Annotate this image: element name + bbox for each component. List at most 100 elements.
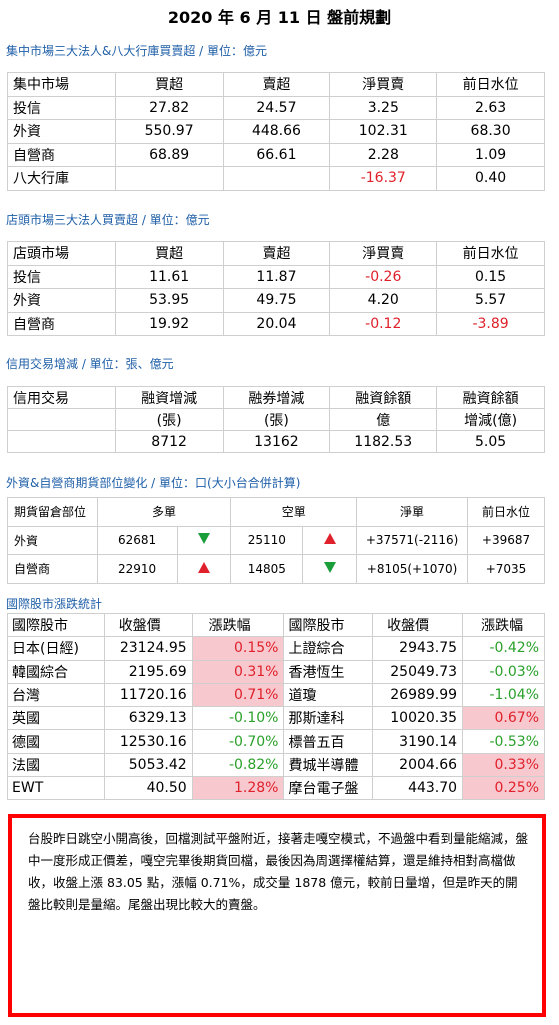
header-cell: 淨單 xyxy=(356,497,469,527)
market-name: EWT xyxy=(7,776,105,801)
change-pct: -0.10% xyxy=(191,706,285,731)
header-cell: 國際股市 xyxy=(7,612,105,638)
cell: 68.89 xyxy=(114,142,224,167)
row-label: 自營商 xyxy=(7,311,116,336)
header-cell: 前日水位 xyxy=(436,72,545,97)
cell: 550.97 xyxy=(114,119,224,144)
table-row: 投信 11.61 11.87 -0.26 0.15 xyxy=(7,264,545,289)
table-row: 投信 27.82 24.57 3.25 2.63 xyxy=(7,95,545,120)
table-row: 自營商 19.92 20.04 -0.12 -3.89 xyxy=(7,311,545,336)
cell: 102.31 xyxy=(329,119,438,144)
header-cell: 買超 xyxy=(114,241,224,266)
table-row: 日本(日經) 23124.95 0.15% 上證綜合 2943.75 -0.42… xyxy=(7,636,545,661)
table-header-row: 國際股市 收盤價 漲跌幅 國際股市 收盤價 漲跌幅 xyxy=(7,612,545,638)
close-price: 5053.42 xyxy=(103,752,193,778)
cell: 2.28 xyxy=(329,142,438,167)
header-cell: 前日水位 xyxy=(467,497,545,527)
close-price: 25049.73 xyxy=(372,659,464,684)
cell: 2.63 xyxy=(436,95,545,120)
cell: 66.61 xyxy=(222,142,331,167)
cell: -0.12 xyxy=(329,311,438,336)
header-cell: 信用交易 xyxy=(7,386,116,409)
cell: 27.82 xyxy=(114,95,224,120)
table-row: 8712 13162 1182.53 5.05 xyxy=(7,430,545,453)
cell: +39687 xyxy=(467,525,545,555)
change-pct: 0.31% xyxy=(191,659,285,684)
row-label: 投信 xyxy=(7,264,116,289)
table-row: 自營商 68.89 66.61 2.28 1.09 xyxy=(7,142,545,167)
section-title-otc-market: 店頭市場三大法人買賣超 / 單位：億元 xyxy=(6,213,210,227)
cell: (張) xyxy=(114,408,224,431)
table-row: EWT 40.50 1.28% 摩台電子盤 443.70 0.25% xyxy=(7,776,545,801)
market-name: 標普五百 xyxy=(283,729,374,754)
cell: 11.61 xyxy=(114,264,224,289)
row-label: 外資 xyxy=(7,525,98,555)
table-row: 八大行庫 -16.37 0.40 xyxy=(7,166,545,191)
close-price: 443.70 xyxy=(372,776,464,801)
cell: +37571(-2116) xyxy=(356,525,469,555)
table-row: 台灣 11720.16 0.71% 道瓊 26989.99 -1.04% xyxy=(7,682,545,708)
header-cell: 店頭市場 xyxy=(7,241,116,266)
row-label: 外資 xyxy=(7,119,116,144)
table-row: 外資 62681 25110 +37571(-2116) +39687 xyxy=(7,525,545,555)
change-pct: 0.15% xyxy=(191,636,285,661)
change-pct: 0.71% xyxy=(191,682,285,708)
cell: 3.25 xyxy=(329,95,438,120)
market-name: 英國 xyxy=(7,706,105,731)
header-cell: 賣超 xyxy=(222,72,331,97)
cell: 4.20 xyxy=(329,288,438,313)
change-pct: 0.67% xyxy=(462,706,545,731)
market-name: 日本(日經) xyxy=(7,636,105,661)
cell: 24.57 xyxy=(222,95,331,120)
table-header-row: 期貨留倉部位 多單 空單 淨單 前日水位 xyxy=(7,497,545,527)
cell: 49.75 xyxy=(222,288,331,313)
close-price: 11720.16 xyxy=(103,682,193,708)
market-name: 韓國綜合 xyxy=(7,659,105,684)
cell: -3.89 xyxy=(436,311,545,336)
table-header-row: 店頭市場 買超 賣超 淨買賣 前日水位 xyxy=(7,241,545,266)
change-pct: -0.42% xyxy=(462,636,545,661)
table-header-row: 信用交易 融資增減 融券增減 融資餘額 融資餘額 xyxy=(7,386,545,409)
header-cell: 收盤價 xyxy=(103,612,193,638)
header-cell: 賣超 xyxy=(222,241,331,266)
change-pct: -0.82% xyxy=(191,752,285,778)
table-row: 德國 12530.16 -0.70% 標普五百 3190.14 -0.53% xyxy=(7,729,545,754)
cell: 14805 xyxy=(230,554,304,584)
header-cell: 空單 xyxy=(230,497,358,527)
table-subheader-row: (張) (張) 億 增減(億) xyxy=(7,408,545,431)
header-cell: 買超 xyxy=(114,72,224,97)
cell: 0.15 xyxy=(436,264,545,289)
section-title-listed-market: 集中市場三大法人&八大行庫買賣超 / 單位：億元 xyxy=(6,44,268,58)
cell: 8712 xyxy=(114,430,224,453)
trend-arrow-cell xyxy=(176,554,232,584)
header-cell: 集中市場 xyxy=(7,72,116,97)
table-row: 外資 53.95 49.75 4.20 5.57 xyxy=(7,288,545,313)
header-cell: 融資增減 xyxy=(114,386,224,409)
row-label: 投信 xyxy=(7,95,116,120)
market-name: 費城半導體 xyxy=(283,752,374,778)
header-cell: 期貨留倉部位 xyxy=(7,497,98,527)
table-row: 自營商 22910 14805 +8105(+1070) +7035 xyxy=(7,554,545,584)
header-cell: 淨買賣 xyxy=(329,241,438,266)
market-name: 上證綜合 xyxy=(283,636,374,661)
otc-market-table: 店頭市場 買超 賣超 淨買賣 前日水位 投信 11.61 11.87 -0.26… xyxy=(7,241,545,336)
header-cell: 國際股市 xyxy=(283,612,374,638)
close-price: 6329.13 xyxy=(103,706,193,731)
cell: 5.05 xyxy=(436,430,545,453)
market-name: 德國 xyxy=(7,729,105,754)
close-price: 2004.66 xyxy=(372,752,464,778)
trend-arrow-cell xyxy=(302,554,358,584)
change-pct: 1.28% xyxy=(191,776,285,801)
trend-arrow-cell xyxy=(302,525,358,555)
cell xyxy=(7,430,116,453)
cell: (張) xyxy=(222,408,331,431)
down-arrow-icon xyxy=(197,533,210,545)
row-label: 自營商 xyxy=(7,554,98,584)
table-row: 外資 550.97 448.66 102.31 68.30 xyxy=(7,119,545,144)
row-label: 自營商 xyxy=(7,142,116,167)
cell: 19.92 xyxy=(114,311,224,336)
cell: 1.09 xyxy=(436,142,545,167)
cell: 13162 xyxy=(222,430,331,453)
close-price: 26989.99 xyxy=(372,682,464,708)
change-pct: 0.33% xyxy=(462,752,545,778)
